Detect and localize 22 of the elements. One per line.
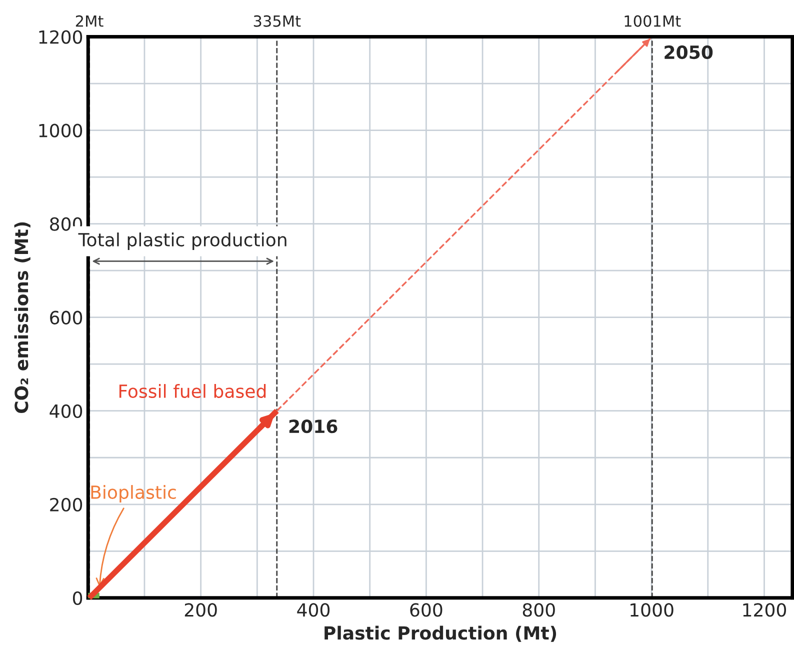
x-axis-title: Plastic Production (Mt) — [324, 626, 556, 642]
series-label: Fossil fuel based — [119, 384, 266, 398]
x-tick-label: 1000 — [630, 603, 674, 617]
text: Bioplastic — [91, 485, 176, 503]
y-tick-label: 200 — [50, 498, 82, 512]
y-axis-title: CO₂ emissions (Mt) — [14, 222, 30, 413]
y-tick-label: 1200 — [39, 30, 82, 44]
ref-line-label: 2Mt — [76, 15, 104, 27]
x-tick-label: 200 — [184, 603, 217, 617]
x-tick-label: 1200 — [743, 603, 786, 617]
x-tick-label: 400 — [297, 603, 330, 617]
y-tick-label: 1000 — [39, 124, 82, 138]
ref-line-label: 335Mt — [254, 15, 301, 27]
annotation: 2050 — [664, 45, 713, 60]
x-tick-label: 800 — [522, 603, 555, 617]
annotation: 2016 — [289, 420, 338, 434]
y-tick-label: 600 — [50, 310, 82, 324]
ref-line-label: 1001Mt — [624, 15, 681, 27]
annotation: Total plastic production — [78, 232, 286, 250]
x-tick-label: 600 — [410, 603, 442, 617]
y-tick-label: 0 — [72, 591, 82, 606]
y-tick-label: 400 — [50, 404, 82, 418]
